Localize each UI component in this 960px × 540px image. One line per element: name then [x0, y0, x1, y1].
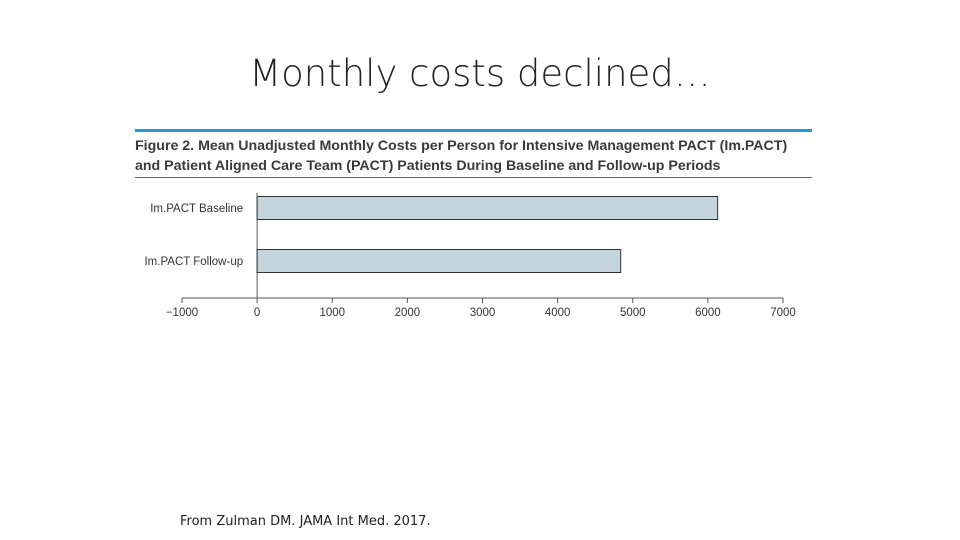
category-label: Im.PACT Baseline: [150, 203, 243, 215]
source-citation: From Zulman DM. JAMA Int Med. 2017.: [180, 514, 431, 529]
x-tick-label: 1000: [319, 307, 345, 319]
bar: [256, 196, 719, 220]
x-tick-label: −1000: [166, 307, 198, 319]
x-tick-label: 7000: [770, 307, 796, 319]
x-tick-label: 6000: [695, 307, 721, 319]
x-tick-label: 0: [254, 307, 260, 319]
x-tick-label: 4000: [545, 307, 571, 319]
x-tick-label: 3000: [470, 307, 496, 319]
figure-caption: Figure 2. Mean Unadjusted Monthly Costs …: [135, 136, 812, 176]
slide-title: Monthly costs declined…: [249, 52, 711, 95]
figure-caption-line-2: and Patient Aligned Care Team (PACT) Pat…: [135, 158, 721, 174]
bar: [256, 249, 622, 273]
category-label: Im.PACT Follow-up: [144, 256, 243, 268]
x-tick-label: 5000: [620, 307, 646, 319]
figure-caption-line-1: Figure 2. Mean Unadjusted Monthly Costs …: [135, 138, 788, 154]
figure-top-rule: [135, 129, 812, 132]
figure-caption-rule: [135, 177, 812, 178]
x-tick-label: 2000: [395, 307, 421, 319]
